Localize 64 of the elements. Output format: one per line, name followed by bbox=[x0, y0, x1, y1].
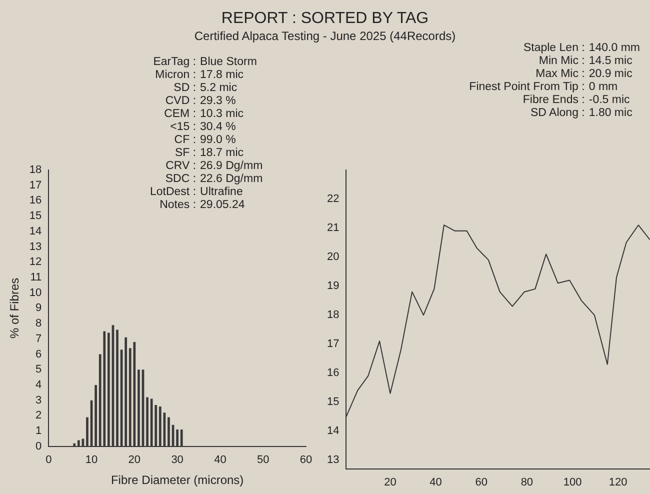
text: Min Mic : 14.5 mic bbox=[538, 55, 634, 68]
text: CF : 99.0 % bbox=[173, 134, 237, 147]
y-tick-label: 14 bbox=[326, 425, 340, 438]
y-tick-label: 17 bbox=[326, 338, 340, 350]
x-tick-label: 80 bbox=[520, 476, 534, 488]
text: EarTag : Blue Storm bbox=[152, 56, 258, 69]
y-tick-label: 8 bbox=[36, 318, 42, 330]
y-tick-label: 13 bbox=[29, 240, 42, 253]
y-tick-label: 6 bbox=[36, 348, 42, 360]
text: SD Along : 1.80 mic bbox=[530, 107, 634, 120]
x-tick-label: 30 bbox=[171, 454, 184, 466]
y-tick-label: 3 bbox=[36, 394, 42, 406]
annotation: Notes : 29.05.24 bbox=[158, 199, 246, 212]
y-tick-label: 0 bbox=[36, 440, 42, 452]
y-tick-label: 18 bbox=[326, 309, 340, 322]
y-tick-label: 18 bbox=[29, 164, 42, 176]
x-tick-label: 100 bbox=[563, 476, 582, 488]
annotation: CRV : 26.9 Dg/mm bbox=[164, 160, 263, 173]
y-tick-label: 11 bbox=[30, 272, 42, 284]
y-tick-label: 5 bbox=[36, 364, 42, 376]
x-tick-label: 40 bbox=[430, 476, 442, 488]
y-tick-label: 20 bbox=[326, 251, 340, 264]
y-tick-label: 1 bbox=[36, 425, 42, 438]
text: Staple Len : 140.0 mm bbox=[522, 42, 640, 55]
text: Max Mic : 20.9 mic bbox=[534, 68, 634, 81]
y-tick-label: 19 bbox=[326, 280, 340, 292]
y-tick-label: 4 bbox=[36, 379, 42, 392]
y-tick-label: 2 bbox=[36, 410, 42, 422]
y-tick-label: 10 bbox=[29, 286, 42, 299]
text: CVD : 29.3 % bbox=[164, 95, 237, 108]
text: Micron : 17.8 mic bbox=[154, 69, 244, 82]
x-tick-label: 60 bbox=[475, 476, 488, 488]
text: Fibre Ends : -0.5 mic bbox=[522, 94, 631, 107]
y-tick-label: 16 bbox=[29, 194, 42, 207]
chart-title: REPORT : SORTED BY TAG bbox=[220, 10, 430, 28]
annotation: LotDest : Ultrafine bbox=[150, 186, 244, 199]
x-tick-label: 10 bbox=[85, 454, 98, 466]
chart-subtitle: Certified Alpaca Testing - June 2025 (44Records) bbox=[193, 29, 457, 43]
x-tick-label: 0 bbox=[46, 454, 52, 466]
x-tick-label: 20 bbox=[384, 476, 396, 488]
y-tick-label: 21 bbox=[326, 222, 340, 234]
x-tick-label: 40 bbox=[214, 454, 226, 466]
y-tick-label: 9 bbox=[36, 302, 42, 314]
y-tick-label: 12 bbox=[29, 256, 42, 268]
x-axis-title: Fibre Diameter (microns) bbox=[110, 473, 244, 488]
y-tick-label: 22 bbox=[326, 193, 340, 206]
y-tick-label: 7 bbox=[36, 332, 42, 345]
y-tick-label: 16 bbox=[326, 367, 340, 380]
y-tick-label: 14 bbox=[29, 225, 42, 238]
y-tick-label: 13 bbox=[326, 454, 340, 466]
text: SD : 5.2 mic bbox=[172, 82, 238, 95]
x-tick-label: 60 bbox=[300, 454, 312, 466]
text: CEM : 10.3 mic bbox=[163, 108, 244, 121]
text: SF : 18.7 mic bbox=[174, 147, 244, 160]
annotation: SDC : 22.6 Dg/mm bbox=[164, 173, 263, 186]
text: Finest Point From Tip : 0 mm bbox=[469, 81, 619, 94]
x-tick-label: 20 bbox=[128, 454, 141, 466]
y-tick-label: 17 bbox=[29, 179, 42, 192]
y-tick-label: 15 bbox=[29, 210, 42, 222]
x-tick-label: 120 bbox=[608, 476, 628, 488]
x-tick-label: 50 bbox=[256, 454, 270, 466]
text: <15 : 30.4 % bbox=[169, 121, 237, 134]
y-axis-title: % of Fibres bbox=[8, 278, 22, 339]
y-tick-label: 15 bbox=[326, 396, 340, 408]
